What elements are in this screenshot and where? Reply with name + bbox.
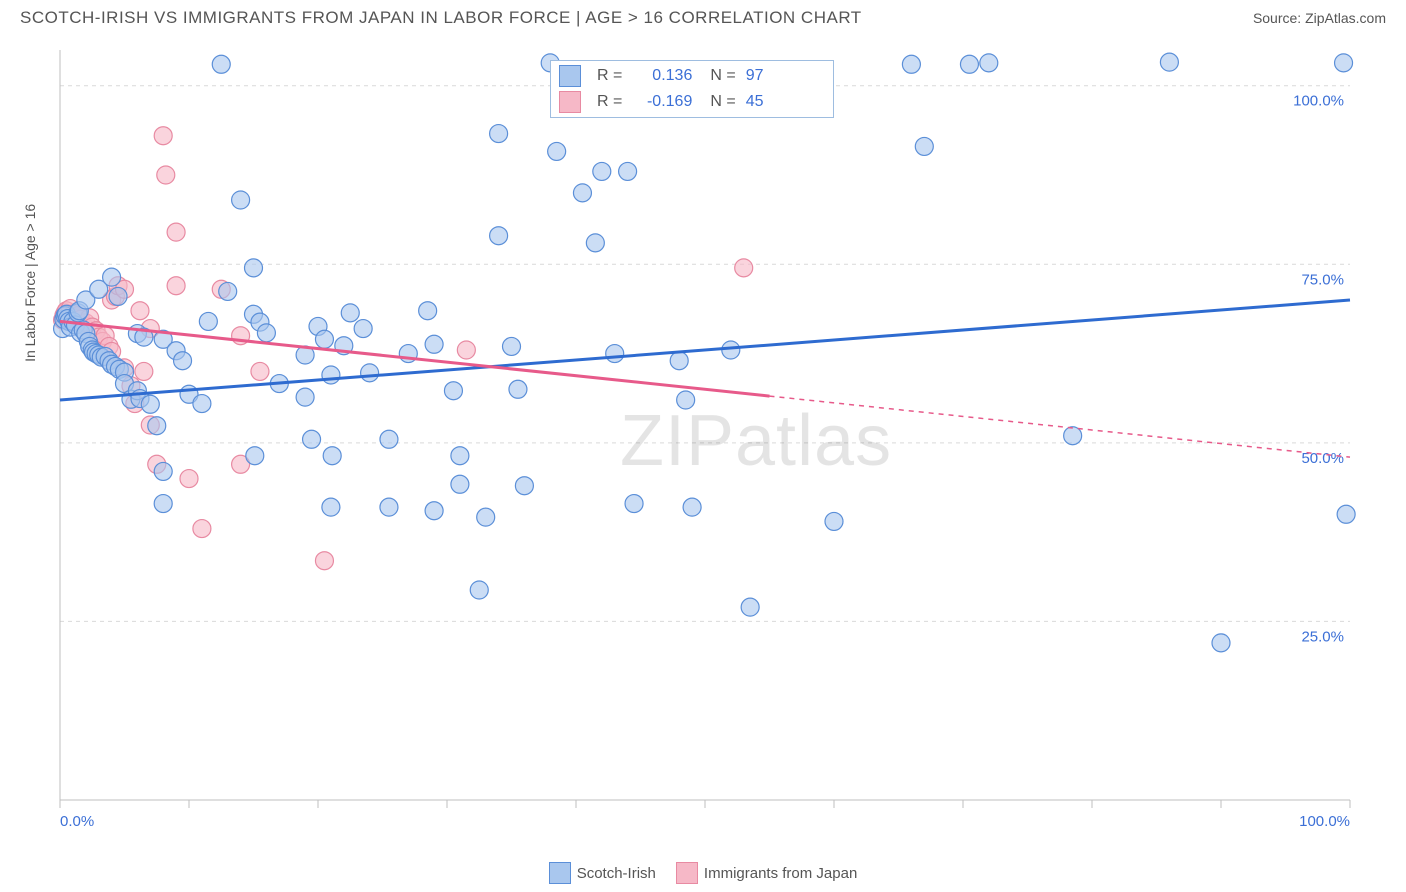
chart-area: In Labor Force | Age > 16 25.0%50.0%75.0…	[20, 40, 1400, 842]
legend-item-scotch-irish: Scotch-Irish	[549, 862, 656, 884]
n-label: N =	[710, 93, 735, 111]
bottom-legend: Scotch-Irish Immigrants from Japan	[0, 862, 1406, 884]
n-value: 97	[746, 67, 764, 85]
chart-title: SCOTCH-IRISH VS IMMIGRANTS FROM JAPAN IN…	[20, 8, 862, 28]
correlation-row: R = 0.136 N = 97	[559, 63, 825, 89]
legend-label: Scotch-Irish	[577, 865, 656, 882]
legend-swatch	[559, 91, 581, 113]
svg-text:100.0%: 100.0%	[1293, 93, 1344, 110]
svg-text:100.0%: 100.0%	[1299, 813, 1350, 830]
correlation-legend: R = 0.136 N = 97 R = -0.169 N = 45	[550, 60, 834, 118]
chart-source: Source: ZipAtlas.com	[1253, 10, 1386, 26]
r-label: R =	[597, 93, 622, 111]
legend-swatch	[549, 862, 571, 884]
correlation-row: R = -0.169 N = 45	[559, 89, 825, 115]
r-label: R =	[597, 67, 622, 85]
legend-swatch	[676, 862, 698, 884]
legend-swatch	[559, 65, 581, 87]
svg-text:75.0%: 75.0%	[1301, 271, 1344, 288]
n-value: 45	[746, 93, 764, 111]
svg-text:25.0%: 25.0%	[1301, 628, 1344, 645]
r-value: -0.169	[632, 93, 692, 111]
r-value: 0.136	[632, 67, 692, 85]
legend-item-japan: Immigrants from Japan	[676, 862, 857, 884]
chart-header: SCOTCH-IRISH VS IMMIGRANTS FROM JAPAN IN…	[0, 0, 1406, 32]
legend-label: Immigrants from Japan	[704, 865, 857, 882]
svg-text:0.0%: 0.0%	[60, 813, 94, 830]
n-label: N =	[710, 67, 735, 85]
scatter-chart: 25.0%50.0%75.0%100.0%0.0%100.0%	[20, 40, 1360, 830]
y-axis-label: In Labor Force | Age > 16	[22, 204, 38, 362]
